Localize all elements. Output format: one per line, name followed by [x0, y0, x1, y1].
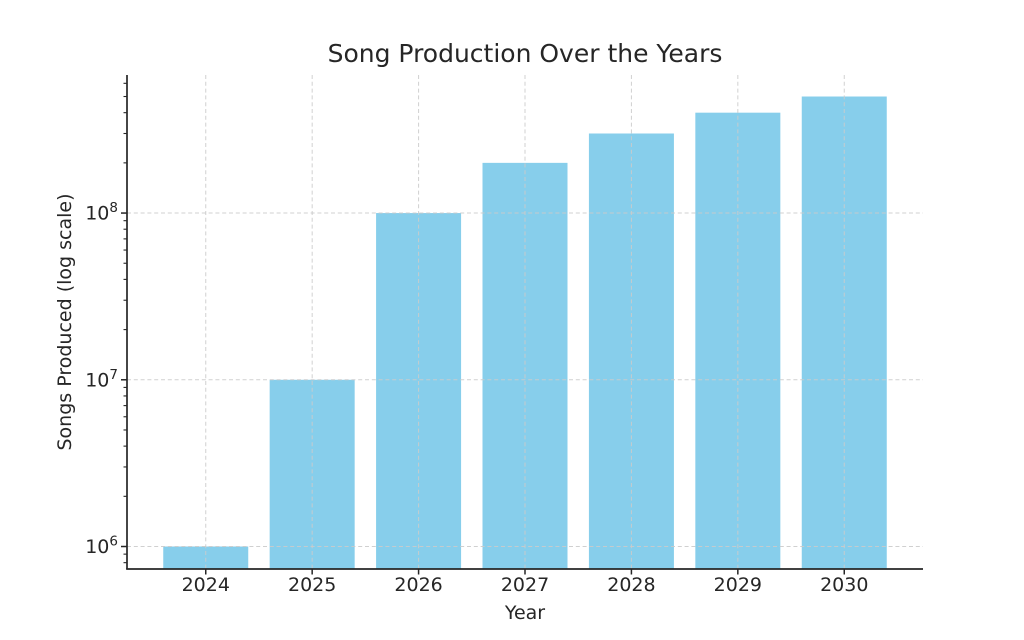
- y-tick-label-1e8: 108: [85, 200, 118, 225]
- x-tick-label-2025: 2025: [288, 574, 336, 596]
- x-tick-label-2026: 2026: [394, 574, 442, 596]
- x-tick-label-2029: 2029: [714, 574, 762, 596]
- bar-2027: [482, 162, 568, 569]
- y-tick-label-1e7: 107: [85, 367, 118, 392]
- x-tick-label-2028: 2028: [607, 574, 655, 596]
- x-tick-label-2027: 2027: [501, 574, 549, 596]
- y-tick-label-1e6: 106: [85, 534, 118, 559]
- x-tick-label-2030: 2030: [820, 574, 868, 596]
- x-tick-label-2024: 2024: [182, 574, 230, 596]
- chart-title: Song Production Over the Years: [327, 39, 723, 68]
- bar-2024: [163, 546, 249, 569]
- x-axis-label: Year: [504, 602, 546, 624]
